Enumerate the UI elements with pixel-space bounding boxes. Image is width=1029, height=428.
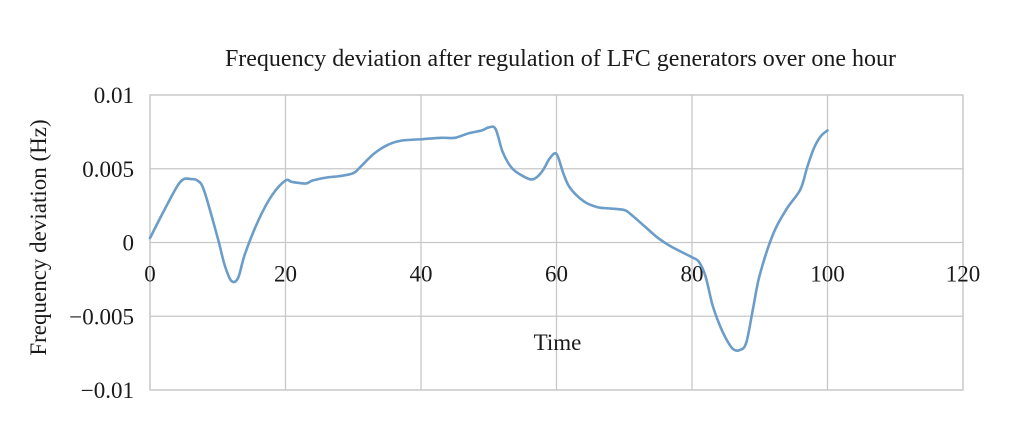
series-line <box>148 125 829 352</box>
x-tick-label: 40 <box>410 262 433 287</box>
y-tick-label: −0.01 <box>81 378 134 403</box>
y-tick-label: 0.01 <box>94 83 134 108</box>
y-axis-ticks: 0.01 0.005 0 −0.005 −0.01 <box>69 83 134 403</box>
x-tick-label: 100 <box>810 262 845 287</box>
x-tick-label: 20 <box>274 262 297 287</box>
x-tick-label: 0 <box>144 262 156 287</box>
y-tick-label: −0.005 <box>69 304 134 329</box>
x-tick-label: 80 <box>681 262 704 287</box>
x-axis-title: Time <box>534 330 582 355</box>
x-axis-ticks: 0 20 40 60 80 100 120 <box>144 262 980 287</box>
x-tick-label: 60 <box>545 262 568 287</box>
y-tick-label: 0 <box>123 231 135 256</box>
x-tick-label: 120 <box>946 262 981 287</box>
y-tick-label: 0.005 <box>82 157 134 182</box>
y-axis-title: Frequency deviation (Hz) <box>26 119 51 355</box>
plot-frame <box>149 94 964 391</box>
chart-title: Frequency deviation after regulation of … <box>225 46 896 72</box>
